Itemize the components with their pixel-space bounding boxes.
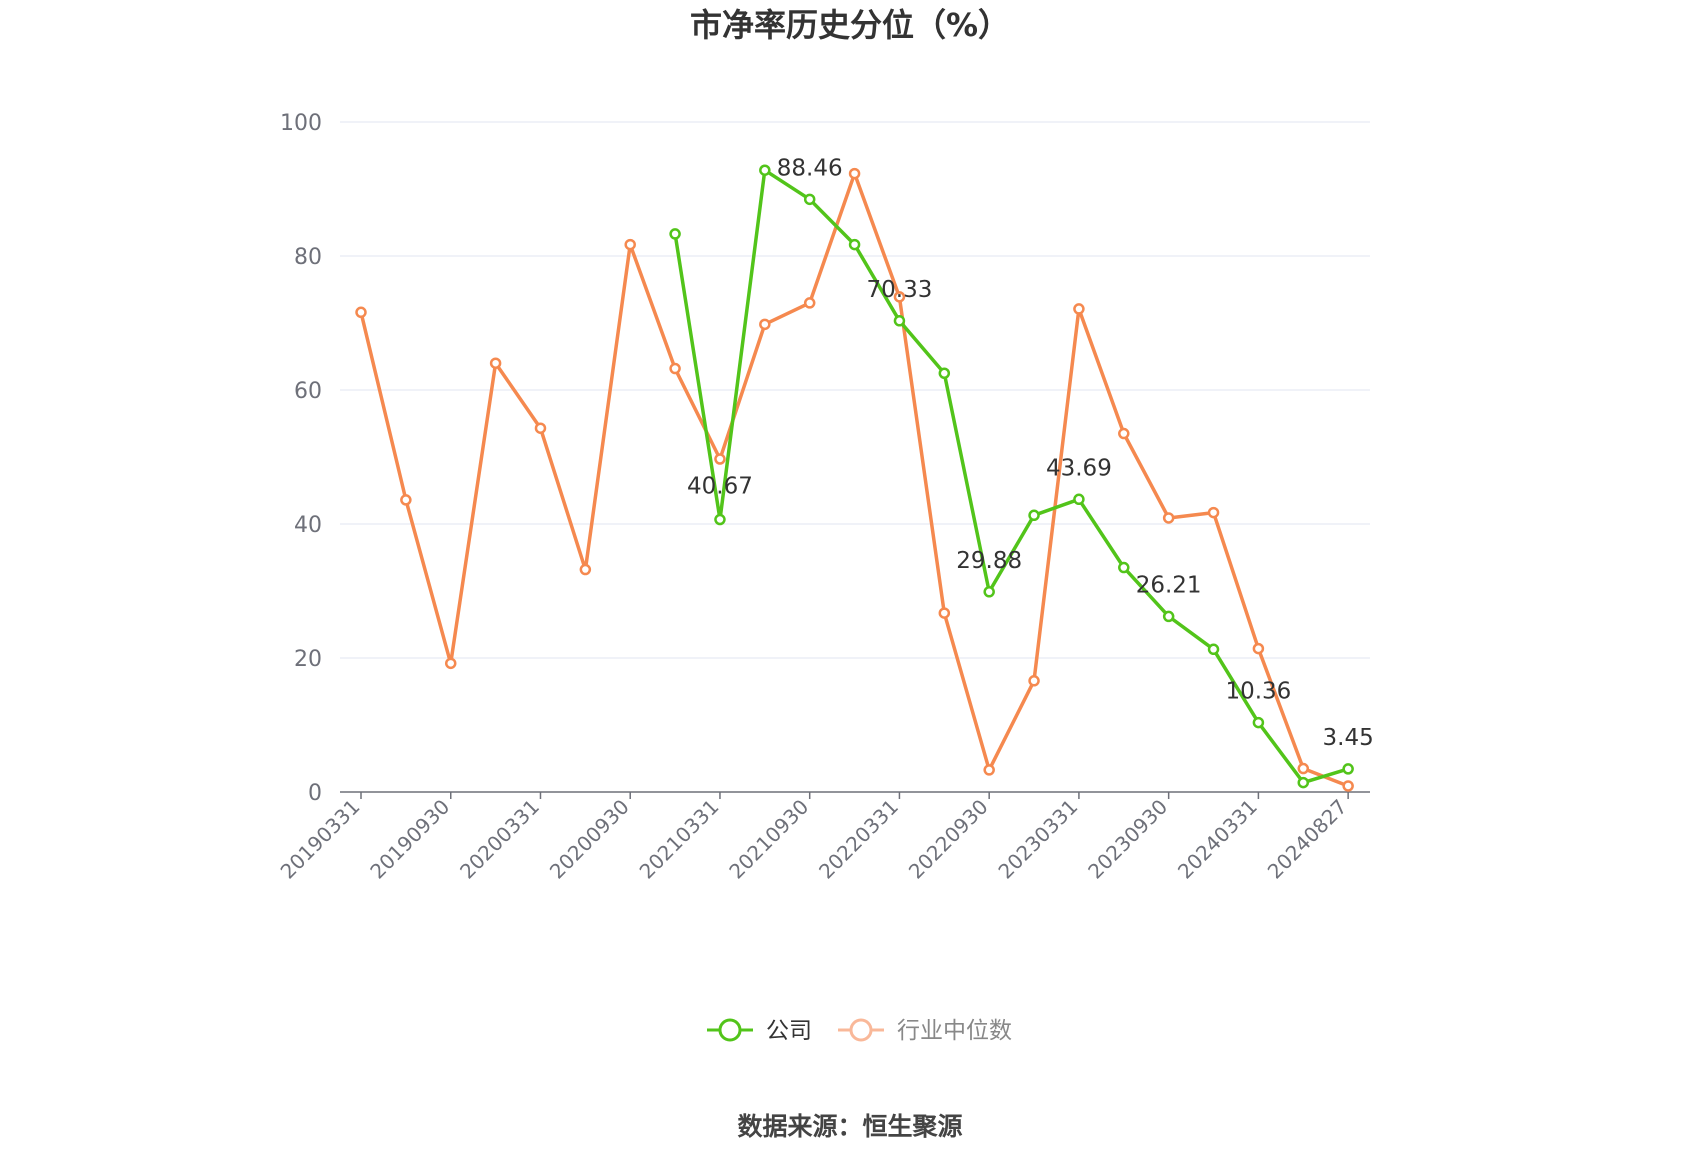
data-point — [848, 238, 861, 251]
data-label: 10.36 — [1225, 679, 1291, 705]
y-tick-label: 80 — [294, 245, 322, 270]
legend-swatch-marker — [849, 1018, 873, 1042]
data-point — [1252, 716, 1265, 729]
legend-label: 公司 — [766, 1018, 812, 1044]
data-point — [669, 228, 681, 240]
data-point — [1297, 762, 1310, 775]
legend: 公司 行业中位数 — [707, 1018, 1012, 1044]
series-industry-median — [355, 167, 1354, 792]
y-tick-label: 100 — [280, 111, 322, 136]
data-point — [444, 657, 457, 670]
x-tick-label: 20230930 — [1083, 795, 1172, 884]
legend-swatch-marker — [718, 1018, 742, 1042]
data-point — [759, 318, 771, 331]
series-company — [669, 164, 1354, 789]
data-point — [938, 367, 951, 379]
data-point — [1162, 610, 1175, 623]
x-tick-label: 20220930 — [904, 795, 993, 884]
data-point — [1252, 642, 1265, 655]
data-point — [1073, 303, 1085, 315]
data-point — [489, 357, 502, 369]
data-point — [624, 238, 636, 251]
data-point — [1342, 780, 1354, 792]
data-label: 88.46 — [777, 155, 843, 181]
x-axis: 20190331 20190930 20200331 20200930 20210331… — [276, 791, 1370, 884]
data-label: 40.67 — [687, 474, 753, 500]
data-point — [983, 764, 995, 776]
data-point — [714, 513, 726, 526]
x-tick-label: 20230331 — [994, 795, 1083, 884]
data-point — [803, 193, 816, 206]
data-point — [1162, 512, 1175, 524]
data-label: 26.21 — [1136, 572, 1202, 598]
data-point — [714, 453, 726, 465]
data-point — [1118, 561, 1130, 574]
data-label: 29.88 — [956, 548, 1022, 574]
data-point — [893, 315, 906, 327]
data-labels: 40.67 88.46 70.33 29.88 43.69 26.21 10.36 3.45 — [687, 155, 1374, 751]
legend-item-industry-median[interactable]: 行业中位数 — [838, 1018, 1012, 1044]
data-point — [1342, 763, 1354, 775]
data-point — [355, 306, 367, 319]
x-tick-label: 20200930 — [545, 795, 634, 884]
data-point — [893, 291, 906, 303]
grid: 0 20 40 60 80 100 — [280, 111, 1370, 806]
data-point — [803, 297, 816, 309]
series-line — [359, 171, 1349, 788]
series-layer — [355, 164, 1354, 792]
data-point — [1118, 427, 1130, 440]
data-point — [1028, 509, 1040, 522]
data-point — [534, 422, 547, 434]
x-tick-label: 20200331 — [455, 795, 544, 884]
data-point — [759, 164, 771, 176]
data-point — [1207, 506, 1220, 519]
data-point — [400, 494, 412, 506]
chart-title: 市净率历史分位（%） — [690, 6, 1010, 44]
data-label: 70.33 — [867, 277, 933, 303]
y-tick-label: 60 — [294, 379, 322, 404]
source-note: 数据来源：恒生聚源 — [737, 1112, 962, 1141]
series-line — [673, 168, 1349, 785]
x-tick-label: 20190331 — [276, 795, 365, 884]
data-point — [1297, 776, 1310, 789]
x-tick-label: 20210930 — [724, 795, 813, 884]
x-tick-label: 20240331 — [1173, 795, 1262, 884]
x-tick-label: 20210331 — [635, 795, 724, 884]
x-tick-label: 20240827 — [1263, 795, 1352, 884]
x-tick-label: 20190930 — [365, 795, 454, 884]
data-label: 43.69 — [1046, 455, 1112, 481]
data-point — [579, 563, 592, 576]
data-label: 3.45 — [1323, 725, 1374, 751]
data-point — [848, 167, 861, 180]
data-point — [1207, 643, 1220, 656]
data-point — [1073, 493, 1085, 506]
data-point — [669, 362, 681, 375]
data-point — [938, 607, 951, 619]
legend-item-company[interactable]: 公司 — [707, 1018, 812, 1044]
data-point — [983, 586, 995, 598]
x-tick-label: 20220331 — [814, 795, 903, 884]
y-tick-label: 0 — [308, 781, 322, 806]
data-point — [1028, 675, 1040, 687]
legend-label: 行业中位数 — [897, 1018, 1012, 1044]
y-tick-label: 40 — [294, 513, 322, 538]
y-tick-label: 20 — [294, 647, 322, 672]
